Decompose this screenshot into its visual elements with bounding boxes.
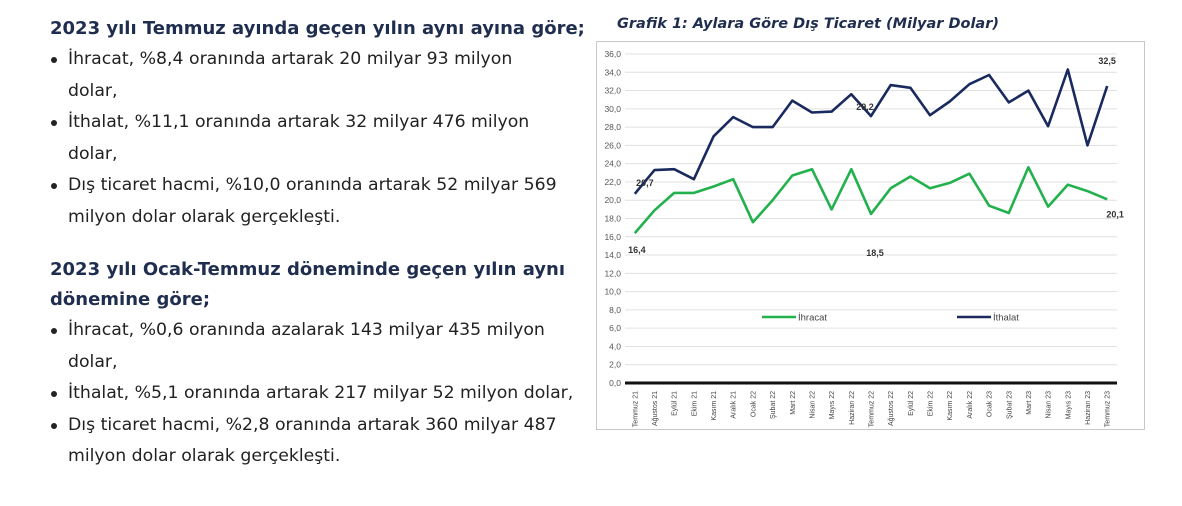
x-tick-label: Kasım 21	[711, 391, 718, 421]
list-item: İhracat, %8,4 oranında artarak 20 milyar…	[50, 44, 595, 107]
x-tick-label: Haziran 22	[849, 391, 856, 425]
legend-label: İhracat	[798, 313, 827, 324]
y-tick-label: 8,0	[609, 305, 621, 315]
y-tick-label: 2,0	[609, 360, 621, 370]
x-tick-label: Eylül 21	[672, 391, 679, 416]
text-panel: 2023 yılı Temmuz ayında geçen yılın aynı…	[50, 14, 595, 473]
chart-container: 0,0 2,0 4,0 6,0 8,0 10,0 12,0 14,0 16,0 18,0 20,0 2…	[596, 41, 1145, 430]
series-line-ithalat	[633, 68, 1109, 195]
y-tick-label: 18,0	[604, 214, 621, 224]
y-tick-label: 14,0	[604, 250, 621, 260]
y-tick-label: 28,0	[604, 122, 621, 132]
x-tick-label: Şubat 22	[770, 391, 777, 419]
series-line-ihracat	[633, 166, 1108, 234]
x-tick-label: Nisan 23	[1046, 391, 1053, 419]
list-item: İthalat, %11,1 oranında artarak 32 milya…	[50, 107, 595, 170]
section1-list: İhracat, %8,4 oranında artarak 20 milyar…	[50, 44, 595, 233]
data-label: 32,5	[1098, 56, 1116, 66]
section1-heading: 2023 yılı Temmuz ayında geçen yılın aynı…	[50, 18, 585, 39]
x-tick-label: Mayıs 22	[829, 391, 836, 420]
list-item: Dış ticaret hacmi, %10,0 oranında artara…	[50, 170, 595, 233]
x-tick-label: Nisan 22	[809, 391, 816, 419]
x-tick-label: Aralık 22	[967, 391, 974, 419]
x-tick-label: Aralık 21	[731, 391, 738, 419]
x-tick-label: Mart 22	[790, 391, 797, 415]
data-label: 20,1	[1106, 209, 1124, 219]
y-tick-label: 20,0	[604, 195, 621, 205]
x-tick-label: Ekim 22	[928, 391, 935, 416]
x-tick-label: Temmuz 23	[1105, 391, 1112, 427]
y-tick-label: 36,0	[604, 49, 621, 59]
x-tick-label: Temmuz 21	[632, 391, 639, 427]
section2-heading: 2023 yılı Ocak-Temmuz döneminde geçen yı…	[50, 259, 566, 310]
x-tick-label: Ağustos 21	[652, 391, 659, 426]
y-tick-label: 10,0	[604, 287, 621, 297]
x-tick-label: Temmuz 22	[869, 391, 876, 427]
y-tick-label: 24,0	[604, 159, 621, 169]
list-item: İthalat, %5,1 oranında artarak 217 milya…	[50, 378, 595, 410]
list-item: İhracat, %0,6 oranında azalarak 143 mily…	[50, 315, 595, 378]
legend-label: İthalat	[993, 313, 1019, 324]
x-tick-label: Ocak 23	[987, 391, 994, 417]
y-tick-label: 4,0	[609, 341, 621, 351]
section2-list: İhracat, %0,6 oranında azalarak 143 mily…	[50, 315, 595, 473]
y-tick-label: 0,0	[609, 378, 621, 388]
y-tick-label: 34,0	[604, 67, 621, 77]
x-tick-label: Şubat 23	[1006, 391, 1013, 419]
chart-title: Grafik 1: Aylara Göre Dış Ticaret (Milya…	[617, 16, 999, 32]
y-tick-label: 26,0	[604, 140, 621, 150]
x-tick-label: Haziran 23	[1085, 391, 1092, 425]
data-label: 29,2	[856, 102, 874, 112]
data-label: 18,5	[866, 248, 884, 258]
x-tick-label: Eylül 22	[908, 391, 915, 416]
x-tick-label: Mart 23	[1026, 391, 1033, 415]
x-tick-label: Kasım 22	[947, 391, 954, 421]
y-tick-label: 12,0	[604, 268, 621, 278]
list-item: Dış ticaret hacmi, %2,8 oranında artarak…	[50, 410, 595, 473]
y-tick-label: 22,0	[604, 177, 621, 187]
trade-line-chart: 0,0 2,0 4,0 6,0 8,0 10,0 12,0 14,0 16,0 18,0 20,0 2…	[604, 49, 1124, 427]
y-tick-label: 6,0	[609, 323, 621, 333]
y-tick-label: 30,0	[604, 104, 621, 114]
section2: 2023 yılı Ocak-Temmuz döneminde geçen yı…	[50, 255, 595, 473]
x-tick-label: Mayıs 23	[1065, 391, 1072, 420]
y-tick-label: 32,0	[604, 86, 621, 96]
x-tick-label: Ekim 21	[691, 391, 698, 416]
y-tick-label: 16,0	[604, 232, 621, 242]
x-tick-label: Ocak 22	[750, 391, 757, 417]
data-label: 16,4	[628, 245, 646, 255]
data-label: 20,7	[636, 178, 654, 188]
x-tick-label: Ağustos 22	[888, 391, 895, 426]
